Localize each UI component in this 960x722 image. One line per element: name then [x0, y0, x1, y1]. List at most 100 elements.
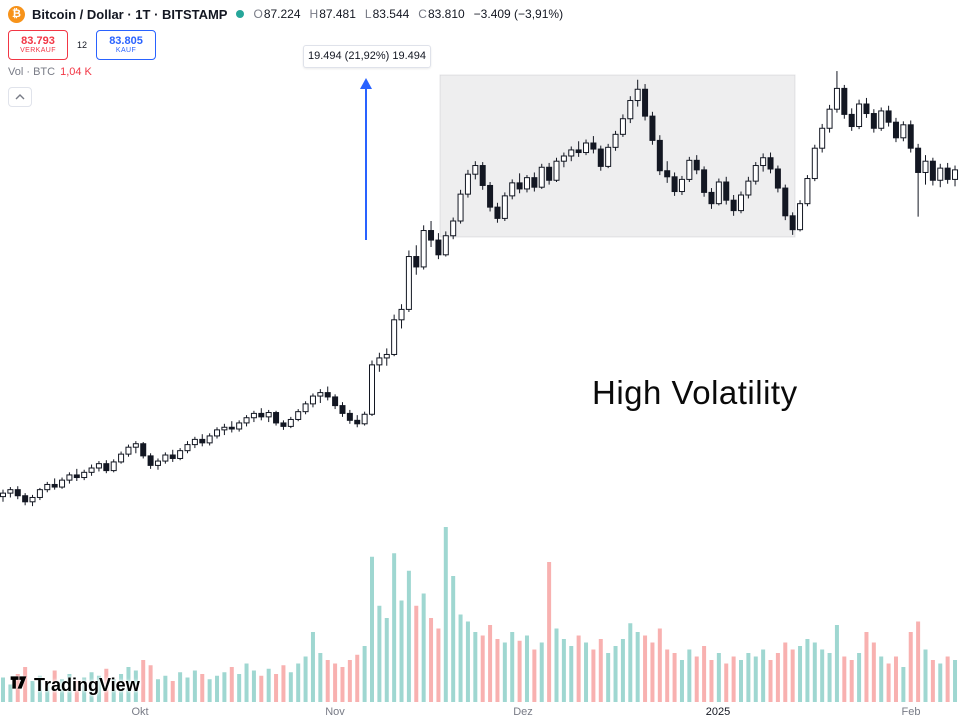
candle-body	[140, 443, 147, 457]
candle-body	[14, 489, 21, 497]
symbol-title[interactable]: Bitcoin / Dollar · 1T · BITSTAMP	[32, 6, 228, 22]
volume-bar	[23, 667, 28, 702]
candle-body	[833, 87, 840, 110]
candle-body	[361, 413, 368, 425]
volume-bar	[148, 665, 153, 702]
volume-bar	[532, 649, 537, 702]
candle-body	[560, 155, 567, 162]
volume-bar	[414, 605, 419, 702]
volume-bar	[953, 660, 958, 702]
range-box[interactable]	[439, 74, 796, 238]
candle-body	[88, 467, 95, 473]
volume-bar	[591, 649, 596, 702]
volume-bar	[185, 677, 190, 702]
volume-bar	[436, 628, 441, 702]
volume-bar	[731, 656, 736, 702]
buy-button[interactable]: 83.805 KAUF	[96, 30, 157, 60]
collapse-legend-button[interactable]	[8, 87, 32, 107]
volume-bar	[377, 605, 382, 702]
candle-body	[228, 426, 235, 430]
candle-body	[206, 435, 213, 444]
volume-bar	[45, 682, 50, 702]
candle-body	[509, 182, 516, 197]
candle-body	[826, 108, 833, 129]
candle-body	[804, 178, 811, 205]
volume-bar	[274, 674, 279, 702]
volume-bar	[679, 660, 684, 702]
volume-bar	[96, 675, 101, 702]
candle-body	[634, 88, 641, 102]
volume-bar	[244, 663, 249, 702]
volume-bar	[458, 614, 463, 702]
candle-body	[450, 220, 457, 237]
x-axis-label: Nov	[325, 706, 345, 718]
close-value: 83.810	[427, 7, 465, 21]
volume-bar	[355, 654, 360, 702]
volume-bar	[288, 672, 293, 702]
volume-bar	[340, 667, 345, 702]
measure-label[interactable]: 19.494 (21,92%) 19.494	[303, 45, 431, 68]
volume-bar	[790, 649, 795, 702]
volume-bar	[871, 642, 876, 702]
candle-body	[686, 159, 693, 180]
volume-bar	[67, 674, 72, 702]
tradingview-logo[interactable]: TradingView	[8, 672, 140, 698]
volume-bar	[643, 635, 648, 702]
candle-body	[870, 113, 877, 129]
volume-bar	[362, 646, 367, 702]
volume-bar	[798, 646, 803, 702]
market-status-icon[interactable]	[236, 10, 245, 18]
volume-bar	[89, 672, 94, 702]
candle-body	[405, 256, 412, 310]
candle-body	[627, 100, 634, 120]
volume-bar	[584, 642, 589, 702]
candle-body	[708, 191, 715, 205]
volume-bar	[325, 660, 330, 702]
volume-bar	[569, 646, 574, 702]
candle-body	[287, 418, 294, 427]
candle-body	[398, 308, 405, 321]
volume-bar	[842, 656, 847, 702]
volume-bar	[893, 656, 898, 702]
candle-body	[760, 157, 767, 167]
candle-body	[383, 353, 390, 359]
time-axis[interactable]: Okt Nov Dez 2025 Feb	[0, 706, 960, 722]
volume-bar	[429, 618, 434, 702]
volume-bar	[399, 600, 404, 702]
volume-bar	[8, 684, 13, 702]
candle-body	[892, 121, 899, 139]
volume-bar	[923, 649, 928, 702]
candle-body	[664, 170, 671, 178]
candle-body	[435, 239, 442, 256]
volatility-annotation[interactable]: High Volatility	[592, 374, 798, 411]
x-axis-label: Dez	[513, 706, 533, 718]
volume-bar	[392, 553, 397, 702]
candle-body	[856, 103, 863, 128]
candle-body	[656, 139, 663, 172]
volume-bar	[192, 670, 197, 702]
volume-bar	[163, 675, 168, 702]
candle-body	[678, 178, 685, 193]
volume-legend[interactable]: Vol · BTC 1,04 K	[8, 66, 92, 78]
volume-bar	[421, 593, 426, 702]
sell-button[interactable]: 83.793 VERKAUF	[8, 30, 68, 60]
volume-bar	[620, 639, 625, 702]
chart-legend: ₿ Bitcoin / Dollar · 1T · BITSTAMP O 87.2…	[8, 4, 563, 24]
candle-body	[841, 87, 848, 115]
volume-bar	[74, 681, 79, 702]
candle-body	[516, 182, 523, 190]
ohlc-values: O 87.224 H 87.481 L 83.544 C 83.810 −3.409 (…	[253, 7, 563, 21]
volume-bar	[15, 674, 20, 702]
close-label: C	[418, 7, 427, 21]
volume-bar	[768, 660, 773, 702]
candle-body	[44, 483, 51, 491]
candle-body	[789, 215, 796, 231]
candle-body	[0, 492, 6, 498]
volume-bar	[598, 639, 603, 702]
candle-body	[214, 429, 221, 437]
candle-body	[738, 194, 744, 212]
volume-bar	[52, 670, 57, 702]
trade-panel: 83.793 VERKAUF 12 83.805 KAUF	[8, 30, 157, 60]
volume-bar	[465, 621, 470, 702]
